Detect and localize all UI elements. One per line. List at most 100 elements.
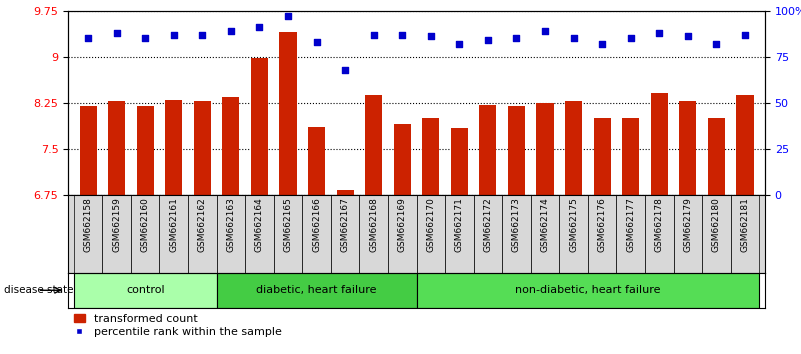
Bar bbox=[645, 195, 674, 273]
Text: disease state: disease state bbox=[4, 285, 74, 295]
Bar bbox=[417, 195, 445, 273]
Point bbox=[139, 35, 151, 41]
Bar bbox=[708, 118, 725, 195]
Bar bbox=[537, 103, 553, 195]
Point bbox=[224, 28, 237, 34]
Bar bbox=[451, 129, 468, 195]
Text: GSM662177: GSM662177 bbox=[626, 197, 635, 252]
Text: GSM662165: GSM662165 bbox=[284, 197, 292, 252]
Text: GSM662169: GSM662169 bbox=[398, 197, 407, 252]
Bar bbox=[674, 195, 702, 273]
Text: GSM662175: GSM662175 bbox=[569, 197, 578, 252]
Point bbox=[596, 41, 609, 47]
Bar bbox=[565, 101, 582, 195]
Text: diabetic, heart failure: diabetic, heart failure bbox=[256, 285, 376, 295]
Bar bbox=[650, 93, 668, 195]
Text: GSM662180: GSM662180 bbox=[712, 197, 721, 252]
Point bbox=[739, 32, 751, 38]
Bar bbox=[702, 195, 731, 273]
Bar bbox=[531, 195, 559, 273]
Bar bbox=[188, 195, 216, 273]
Bar bbox=[131, 195, 159, 273]
Bar bbox=[137, 106, 154, 195]
Point bbox=[567, 35, 580, 41]
Bar bbox=[216, 195, 245, 273]
Bar bbox=[280, 32, 296, 195]
Text: GSM662163: GSM662163 bbox=[227, 197, 235, 252]
Bar bbox=[245, 195, 274, 273]
Bar bbox=[479, 104, 497, 195]
Bar bbox=[274, 195, 302, 273]
Point bbox=[510, 35, 523, 41]
Point bbox=[682, 34, 694, 39]
Text: GSM662161: GSM662161 bbox=[169, 197, 179, 252]
Bar bbox=[731, 195, 759, 273]
Point bbox=[82, 35, 95, 41]
Bar bbox=[216, 273, 417, 308]
Point bbox=[653, 30, 666, 35]
Bar bbox=[79, 106, 97, 195]
Point bbox=[396, 32, 409, 38]
Text: GSM662181: GSM662181 bbox=[740, 197, 750, 252]
Text: GSM662167: GSM662167 bbox=[340, 197, 349, 252]
Text: GSM662171: GSM662171 bbox=[455, 197, 464, 252]
Bar bbox=[422, 118, 440, 195]
Bar bbox=[502, 195, 531, 273]
Point bbox=[453, 41, 465, 47]
Text: GSM662164: GSM662164 bbox=[255, 197, 264, 252]
Point bbox=[538, 28, 551, 34]
Bar bbox=[622, 118, 639, 195]
Bar bbox=[336, 190, 354, 195]
Bar bbox=[360, 195, 388, 273]
Bar bbox=[74, 273, 216, 308]
Bar bbox=[331, 195, 360, 273]
Legend: transformed count, percentile rank within the sample: transformed count, percentile rank withi… bbox=[74, 314, 281, 337]
Text: GSM662174: GSM662174 bbox=[541, 197, 549, 252]
Text: GSM662178: GSM662178 bbox=[654, 197, 664, 252]
Bar bbox=[251, 58, 268, 195]
Text: GSM662159: GSM662159 bbox=[112, 197, 121, 252]
Bar bbox=[445, 195, 473, 273]
Text: GSM662173: GSM662173 bbox=[512, 197, 521, 252]
Bar bbox=[393, 124, 411, 195]
Point bbox=[282, 13, 295, 19]
Text: GSM662166: GSM662166 bbox=[312, 197, 321, 252]
Point bbox=[310, 39, 323, 45]
Point bbox=[710, 41, 723, 47]
Bar bbox=[508, 106, 525, 195]
Text: GSM662176: GSM662176 bbox=[598, 197, 606, 252]
Point bbox=[425, 34, 437, 39]
Point bbox=[368, 32, 380, 38]
Text: GSM662158: GSM662158 bbox=[83, 197, 93, 252]
Bar bbox=[302, 195, 331, 273]
Bar bbox=[159, 195, 188, 273]
Bar bbox=[388, 195, 417, 273]
Text: control: control bbox=[126, 285, 164, 295]
Point bbox=[624, 35, 637, 41]
Point bbox=[196, 32, 209, 38]
Bar bbox=[617, 195, 645, 273]
Bar bbox=[165, 99, 183, 195]
Point bbox=[339, 67, 352, 72]
Bar bbox=[365, 95, 382, 195]
Bar bbox=[194, 101, 211, 195]
Text: non-diabetic, heart failure: non-diabetic, heart failure bbox=[515, 285, 661, 295]
Text: GSM662179: GSM662179 bbox=[683, 197, 692, 252]
Bar bbox=[308, 127, 325, 195]
Text: GSM662162: GSM662162 bbox=[198, 197, 207, 252]
Bar bbox=[473, 195, 502, 273]
Bar bbox=[108, 101, 125, 195]
Point bbox=[111, 30, 123, 35]
Bar bbox=[736, 95, 754, 195]
Bar bbox=[417, 273, 759, 308]
Point bbox=[253, 24, 266, 30]
Bar bbox=[559, 195, 588, 273]
Bar bbox=[223, 97, 239, 195]
Bar bbox=[679, 101, 696, 195]
Text: GSM662172: GSM662172 bbox=[484, 197, 493, 252]
Text: GSM662168: GSM662168 bbox=[369, 197, 378, 252]
Point bbox=[481, 37, 494, 43]
Bar bbox=[74, 195, 103, 273]
Bar bbox=[588, 195, 617, 273]
Point bbox=[167, 32, 180, 38]
